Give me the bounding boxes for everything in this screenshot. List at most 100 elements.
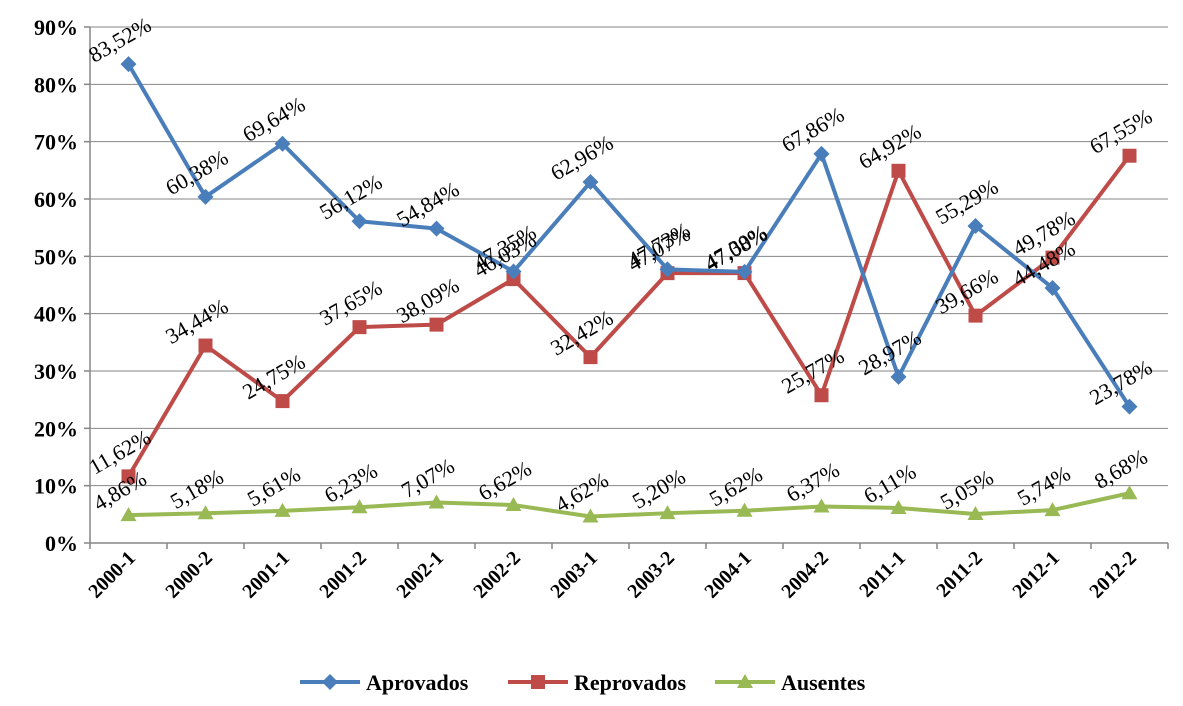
legend-item-reprovados: Reprovados: [508, 670, 686, 695]
data-label-reprovados: 25,77%: [777, 343, 848, 399]
y-tick-label: 20%: [34, 416, 78, 441]
data-label-ausentes: 5,62%: [705, 461, 767, 511]
data-point-ausentes: [274, 502, 291, 517]
data-point-reprovados: [814, 388, 829, 403]
data-point-ausentes: [890, 499, 907, 514]
data-label-aprovados: 54,84%: [392, 176, 463, 232]
data-point-ausentes: [659, 505, 676, 520]
data-label-reprovados: 38,09%: [392, 272, 463, 328]
data-label-aprovados: 62,96%: [546, 130, 617, 186]
x-tick-label: 2000-1: [84, 547, 140, 603]
data-label-reprovados: 37,65%: [315, 275, 386, 331]
data-point-ausentes: [1044, 502, 1061, 517]
data-point-reprovados: [121, 469, 136, 484]
legend-item-ausentes: Ausentes: [715, 670, 866, 695]
data-label-ausentes: 8,68%: [1090, 444, 1152, 494]
data-label-ausentes: 5,20%: [628, 464, 690, 514]
legend-label: Ausentes: [781, 670, 866, 695]
y-tick-label: 10%: [34, 474, 78, 499]
series-line-reprovados: [126, 154, 1132, 478]
x-tick-label: 2002-2: [469, 547, 525, 603]
y-tick-label: 90%: [34, 15, 78, 40]
data-point-aprovados: [197, 188, 214, 205]
data-point-ausentes: [813, 498, 830, 513]
data-point-reprovados: [1045, 250, 1060, 265]
data-point-ausentes: [428, 494, 445, 509]
legend-label: Reprovados: [574, 670, 686, 695]
data-point-aprovados: [967, 218, 984, 235]
x-tick-label: 2004-1: [700, 547, 756, 603]
data-point-aprovados: [813, 145, 830, 162]
x-tick-label: 2011-1: [855, 547, 910, 602]
data-point-reprovados: [1122, 148, 1137, 163]
data-label-reprovados: 64,92%: [854, 119, 925, 175]
x-tick-label: 2004-2: [777, 547, 833, 603]
data-labels: 83,52%60,38%69,64%56,12% 54,84%47,35%62,9…: [84, 12, 1156, 517]
data-point-aprovados: [659, 261, 676, 278]
y-tick-label: 80%: [34, 72, 78, 97]
data-point-aprovados: [120, 56, 137, 73]
data-point-aprovados: [1044, 279, 1061, 296]
data-point-reprovados: [968, 308, 983, 323]
data-label-ausentes: 6,62%: [474, 456, 536, 506]
series-aprovados: [120, 56, 1138, 415]
data-point-ausentes: [1121, 485, 1138, 500]
x-tick-label: 2002-1: [392, 547, 448, 603]
data-label-ausentes: 6,37%: [782, 457, 844, 507]
data-label-reprovados: 39,66%: [931, 263, 1002, 319]
data-label-aprovados: 56,12%: [315, 169, 386, 225]
data-label-aprovados: 67,86%: [777, 102, 848, 158]
series-ausentes: [120, 485, 1138, 523]
data-label-reprovados: 11,62%: [84, 424, 155, 479]
data-label-reprovados: 47,08%: [700, 221, 771, 277]
legend-marker: [531, 675, 545, 689]
data-point-aprovados: [428, 220, 445, 237]
data-point-ausentes: [120, 507, 137, 522]
series-line-aprovados: [126, 63, 1132, 408]
data-label-ausentes: 5,18%: [166, 464, 228, 514]
data-point-ausentes: [351, 499, 368, 514]
x-tick-label: 2012-2: [1085, 547, 1141, 603]
x-tick-label: 2003-2: [623, 547, 679, 603]
data-label-ausentes: 6,23%: [320, 458, 382, 508]
x-tick-label: 2000-2: [161, 547, 217, 603]
data-point-aprovados: [351, 213, 368, 230]
data-point-reprovados: [429, 317, 444, 332]
legend-marker: [322, 674, 338, 690]
y-tick-label: 70%: [34, 130, 78, 155]
data-label-ausentes: 5,61%: [243, 461, 305, 511]
data-label-ausentes: 4,62%: [551, 467, 613, 517]
data-point-ausentes: [505, 497, 522, 512]
data-label-ausentes: 7,07%: [397, 453, 459, 503]
legend-item-aprovados: Aprovados: [300, 670, 469, 695]
legend-marker: [737, 674, 753, 688]
data-point-ausentes: [582, 508, 599, 523]
data-label-ausentes: 5,05%: [936, 465, 998, 515]
y-tick-label: 40%: [34, 302, 78, 327]
data-point-ausentes: [967, 506, 984, 521]
data-label-ausentes: 5,74%: [1013, 461, 1075, 511]
data-label-ausentes: 6,11%: [859, 459, 920, 509]
data-label-aprovados: 69,64%: [238, 91, 309, 147]
data-label-reprovados: 34,44%: [161, 293, 232, 349]
data-point-reprovados: [583, 350, 598, 365]
x-tick-label: 2003-1: [546, 547, 602, 603]
data-point-aprovados: [1121, 398, 1138, 415]
data-label-aprovados: 83,52%: [84, 12, 155, 68]
y-tick-label: 30%: [34, 359, 78, 384]
x-tick-label: 2001-2: [315, 547, 371, 603]
data-point-aprovados: [582, 174, 599, 191]
data-label-aprovados: 28,97%: [854, 325, 925, 381]
gridlines: [90, 26, 1168, 487]
data-point-aprovados: [505, 263, 522, 280]
data-label-aprovados: 55,29%: [931, 174, 1002, 230]
data-label-aprovados: 23,78%: [1085, 354, 1156, 410]
series-lines: [120, 56, 1138, 523]
x-tick-label: 2001-1: [238, 547, 294, 603]
data-label-reprovados: 67,55%: [1085, 103, 1156, 159]
data-point-aprovados: [274, 135, 291, 152]
data-point-reprovados: [891, 163, 906, 178]
x-tick-label: 2012-1: [1008, 547, 1064, 603]
